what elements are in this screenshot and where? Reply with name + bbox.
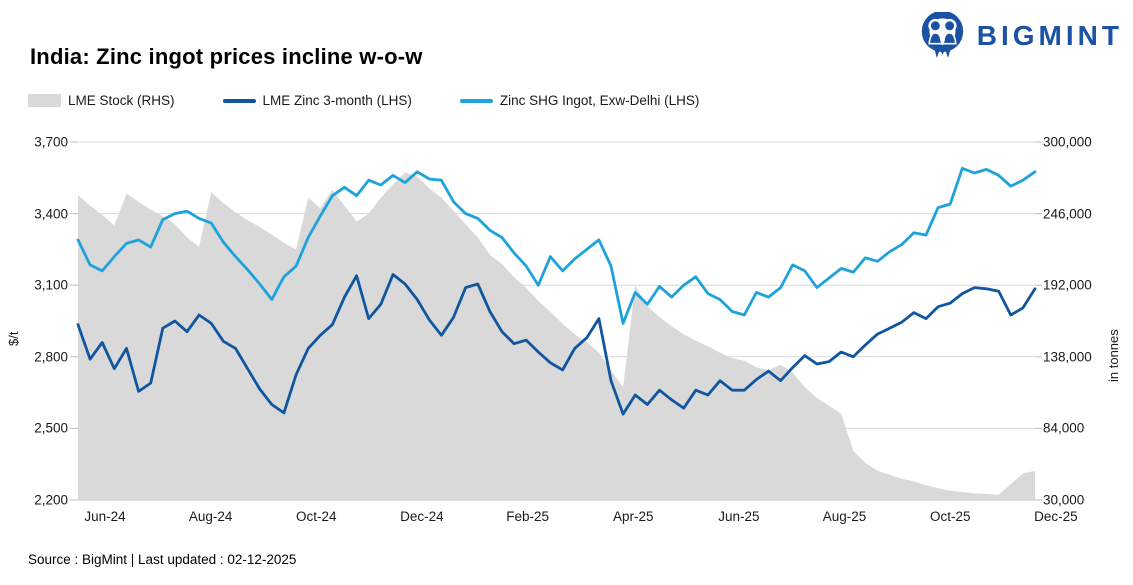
- x-axis-tick-label: Oct-24: [296, 509, 337, 524]
- source-note: Source : BigMint | Last updated : 02-12-…: [28, 552, 297, 567]
- left-axis-tick-label: 2,200: [34, 492, 68, 508]
- x-axis-tick-label: Feb-25: [506, 509, 549, 524]
- page-title: India: Zinc ingot prices incline w-o-w: [30, 44, 423, 69]
- right-axis-tick-label: 300,000: [1043, 134, 1092, 150]
- legend-item-lme-zinc: LME Zinc 3-month (LHS): [222, 93, 412, 108]
- bigmint-logo-icon: [921, 12, 963, 58]
- right-axis-tick-label: 192,000: [1043, 277, 1092, 293]
- zinc-shg-line: [76, 166, 1037, 325]
- right-axis-title: in tonnes: [1106, 329, 1121, 382]
- left-axis-tick-label: 2,500: [34, 420, 68, 436]
- left-axis-tick-label: 3,100: [34, 277, 68, 293]
- left-axis-tick-label: 3,400: [34, 206, 68, 222]
- x-axis-tick-label: Oct-25: [929, 509, 971, 524]
- legend-label: LME Zinc 3-month (LHS): [262, 93, 412, 108]
- legend-label: Zinc SHG Ingot, Exw-Delhi (LHS): [499, 93, 700, 108]
- left-axis-title: $/t: [6, 331, 21, 346]
- x-axis-tick-label: Apr-25: [612, 509, 654, 524]
- lme-zinc-swatch: [222, 98, 256, 103]
- right-axis-tick-label: 138,000: [1043, 349, 1092, 365]
- right-axis-tick-label: 30,000: [1043, 492, 1085, 508]
- lme-zinc-line: [76, 273, 1037, 416]
- bigmint-logo-text: BIGMINT: [976, 19, 1123, 51]
- x-axis-tick-label: Aug-24: [188, 509, 233, 524]
- lme-stock-area: [78, 172, 1035, 500]
- left-axis-tick-label: 2,800: [34, 349, 68, 365]
- lme-stock-swatch: [28, 94, 61, 107]
- legend-item-zinc-shg: Zinc SHG Ingot, Exw-Delhi (LHS): [459, 93, 700, 108]
- x-axis-tick-label: Dec-25: [1034, 509, 1078, 524]
- x-axis-tick-label: Aug-25: [822, 509, 867, 524]
- x-axis-tick-label: Jun-25: [718, 509, 760, 524]
- x-axis-tick-label: Dec-24: [400, 509, 444, 524]
- left-axis-tick-label: 3,700: [34, 134, 68, 150]
- zinc-shg-swatch: [459, 98, 493, 103]
- bigmint-logo: BIGMINT: [920, 12, 1123, 59]
- legend-label: LME Stock (RHS): [68, 93, 175, 108]
- x-axis-tick-label: Jun-24: [84, 509, 126, 524]
- chart-legend: LME Stock (RHS) LME Zinc 3-month (LHS) Z…: [28, 93, 699, 108]
- right-axis-tick-label: 84,000: [1043, 420, 1085, 436]
- right-axis-tick-label: 246,000: [1043, 206, 1092, 222]
- legend-item-lme-stock: LME Stock (RHS): [28, 93, 175, 108]
